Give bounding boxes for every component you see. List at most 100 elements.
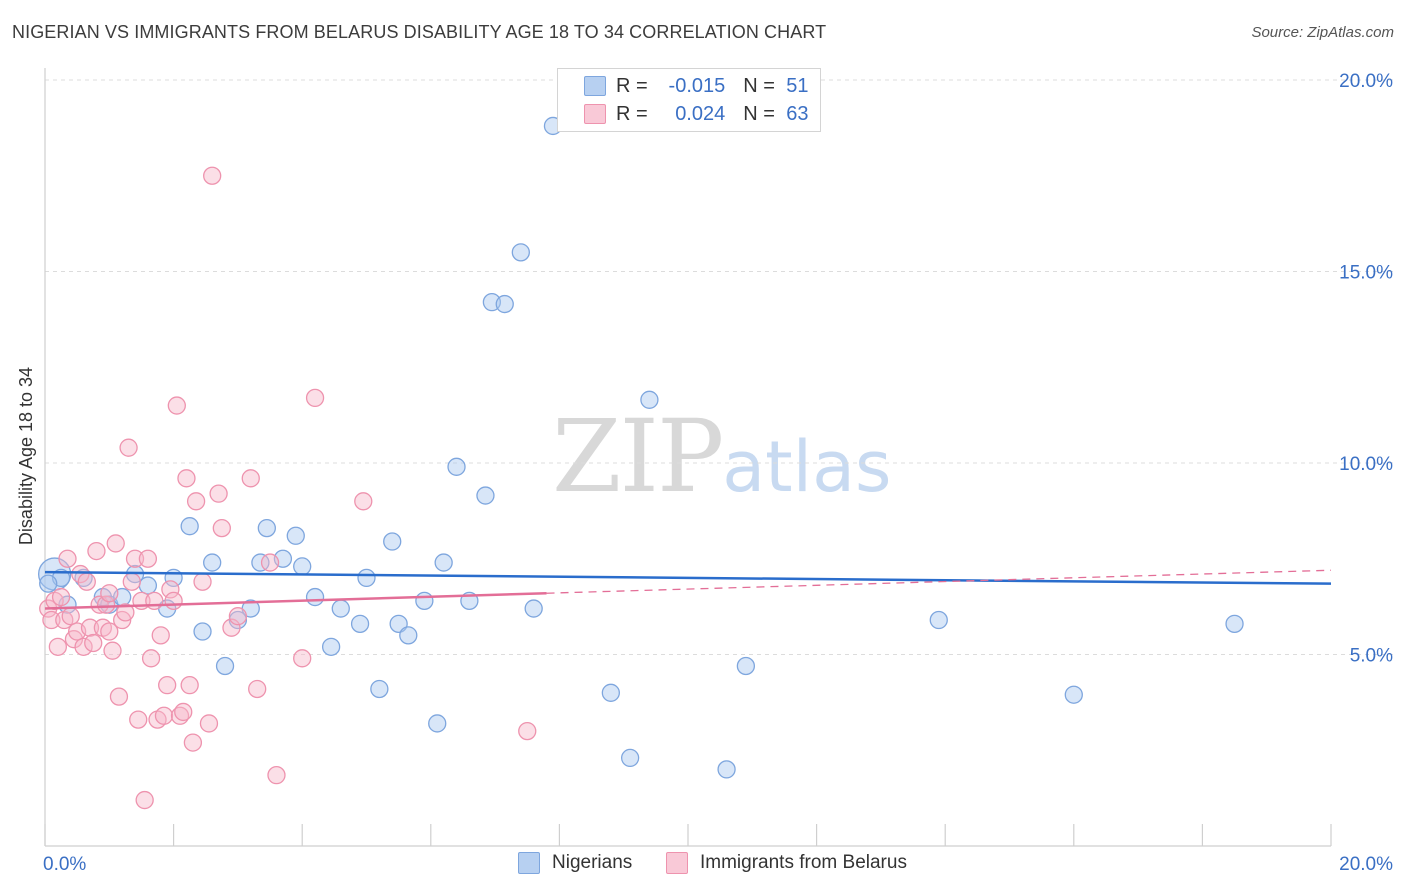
belarus-point: [103, 641, 122, 660]
belarus-point: [203, 166, 222, 185]
belarus-point: [77, 572, 96, 591]
belarus-point: [161, 580, 180, 599]
nigerians-point: [350, 614, 370, 634]
legend-swatch-belarus: [584, 104, 606, 124]
belarus-points: [39, 166, 537, 810]
belarus-point: [177, 469, 196, 488]
series-legend: Nigerians Immigrants from Belarus: [0, 852, 1406, 876]
nigerians-point: [1064, 685, 1083, 704]
nigerians-point: [370, 679, 389, 699]
nigerians-point: [415, 591, 434, 611]
axis-labels: 5.0% 10.0% 15.0% 20.0% 0.0% 20.0% Disability A…: [16, 71, 1393, 875]
belarus-point: [109, 687, 129, 706]
legend-row-belarus: R = 0.024 N = 63: [616, 102, 809, 126]
nigerians-point: [929, 610, 948, 630]
legend-row-nigerians: R = -0.015 N = 51: [616, 74, 809, 98]
belarus-point: [122, 572, 141, 591]
legend-n-value-nigerians: 51: [786, 74, 809, 97]
nigerians-point: [383, 532, 402, 551]
belarus-point: [116, 603, 135, 622]
nigerians-point: [331, 599, 350, 618]
belarus-point: [228, 607, 248, 626]
belarus-point: [222, 618, 241, 637]
nigerians-point: [428, 714, 447, 733]
legend-r-label: R =: [616, 74, 648, 97]
y-tick-label: 20.0%: [1339, 71, 1393, 92]
nigerians-point: [1225, 614, 1244, 634]
belarus-point: [164, 591, 183, 611]
nigerians-point: [203, 553, 222, 572]
belarus-point: [518, 721, 537, 741]
nigerians-point: [601, 683, 620, 702]
nigerians-point: [286, 526, 305, 545]
series-label-belarus: Immigrants from Belarus: [700, 852, 907, 873]
series-swatch-nigerians: [518, 852, 540, 874]
y-tick-label: 5.0%: [1350, 646, 1393, 667]
belarus-point: [212, 518, 231, 538]
belarus-point: [138, 549, 158, 568]
belarus-trend-extension: [546, 569, 1332, 594]
nigerians-point: [293, 557, 312, 576]
correlation-legend: R = -0.015 N = 51 R = 0.024 N = 63: [557, 68, 821, 132]
belarus-point: [61, 607, 80, 626]
x-tick-label: 20.0%: [1339, 854, 1393, 875]
belarus-point: [193, 572, 212, 591]
belarus-point: [129, 710, 148, 729]
nigerians-point: [511, 243, 530, 262]
belarus-point: [174, 702, 193, 722]
nigerians-point: [640, 390, 659, 409]
belarus-point: [58, 549, 77, 568]
legend-r-value-belarus: 0.024: [675, 102, 726, 125]
nigerians-point: [39, 574, 58, 593]
legend-n-value-belarus: 63: [786, 102, 809, 125]
belarus-point: [151, 626, 170, 645]
series-label-nigerians: Nigerians: [552, 852, 633, 873]
y-axis-title: Disability Age 18 to 34: [16, 367, 36, 545]
legend-swatch-nigerians: [584, 76, 606, 96]
belarus-point: [135, 790, 154, 810]
belarus-point: [209, 484, 228, 503]
nigerians-point: [257, 518, 276, 538]
belarus-point: [141, 649, 161, 668]
watermark-atlas: atlas: [722, 426, 892, 508]
nigerians-point: [620, 748, 640, 768]
belarus-point: [100, 622, 119, 641]
watermark: ZIPatlas: [552, 398, 891, 515]
belarus-point: [51, 587, 71, 607]
nigerians-point: [524, 599, 543, 618]
belarus-point: [199, 714, 219, 733]
belarus-point: [305, 388, 325, 408]
gridlines: [45, 79, 1394, 655]
axes: [44, 68, 1332, 847]
legend-r-value-nigerians: -0.015: [668, 74, 726, 97]
y-tick-label: 10.0%: [1339, 454, 1393, 475]
belarus-point: [106, 534, 125, 553]
belarus-point: [96, 595, 116, 614]
belarus-point: [48, 637, 68, 656]
belarus-point: [354, 492, 373, 511]
nigerians-point: [717, 760, 736, 779]
nigerians-points: [37, 116, 1244, 779]
chart-title: NIGERIAN VS IMMIGRANTS FROM BELARUS DISA…: [12, 22, 827, 42]
nigerians-point: [321, 637, 341, 656]
series-swatch-belarus: [666, 852, 688, 874]
belarus-point: [248, 679, 267, 699]
belarus-point: [84, 633, 103, 653]
nigerians-point: [215, 656, 235, 676]
nigerians-trend-line: [44, 570, 1332, 585]
watermark-zip: ZIP: [552, 398, 724, 515]
nigerians-point: [434, 553, 453, 572]
belarus-point: [74, 637, 93, 656]
belarus-point: [42, 610, 61, 630]
legend-n-label: N =: [743, 74, 775, 97]
belarus-point: [260, 553, 280, 572]
belarus-point: [154, 706, 174, 725]
legend-r-label-2: R =: [616, 102, 648, 125]
series-legend-belarus: Immigrants from Belarus: [666, 852, 907, 874]
belarus-point: [87, 541, 106, 561]
trend-lines: [44, 569, 1332, 610]
x-tick-label: 0.0%: [43, 854, 86, 875]
belarus-point: [293, 649, 312, 668]
nigerians-point: [736, 656, 756, 676]
